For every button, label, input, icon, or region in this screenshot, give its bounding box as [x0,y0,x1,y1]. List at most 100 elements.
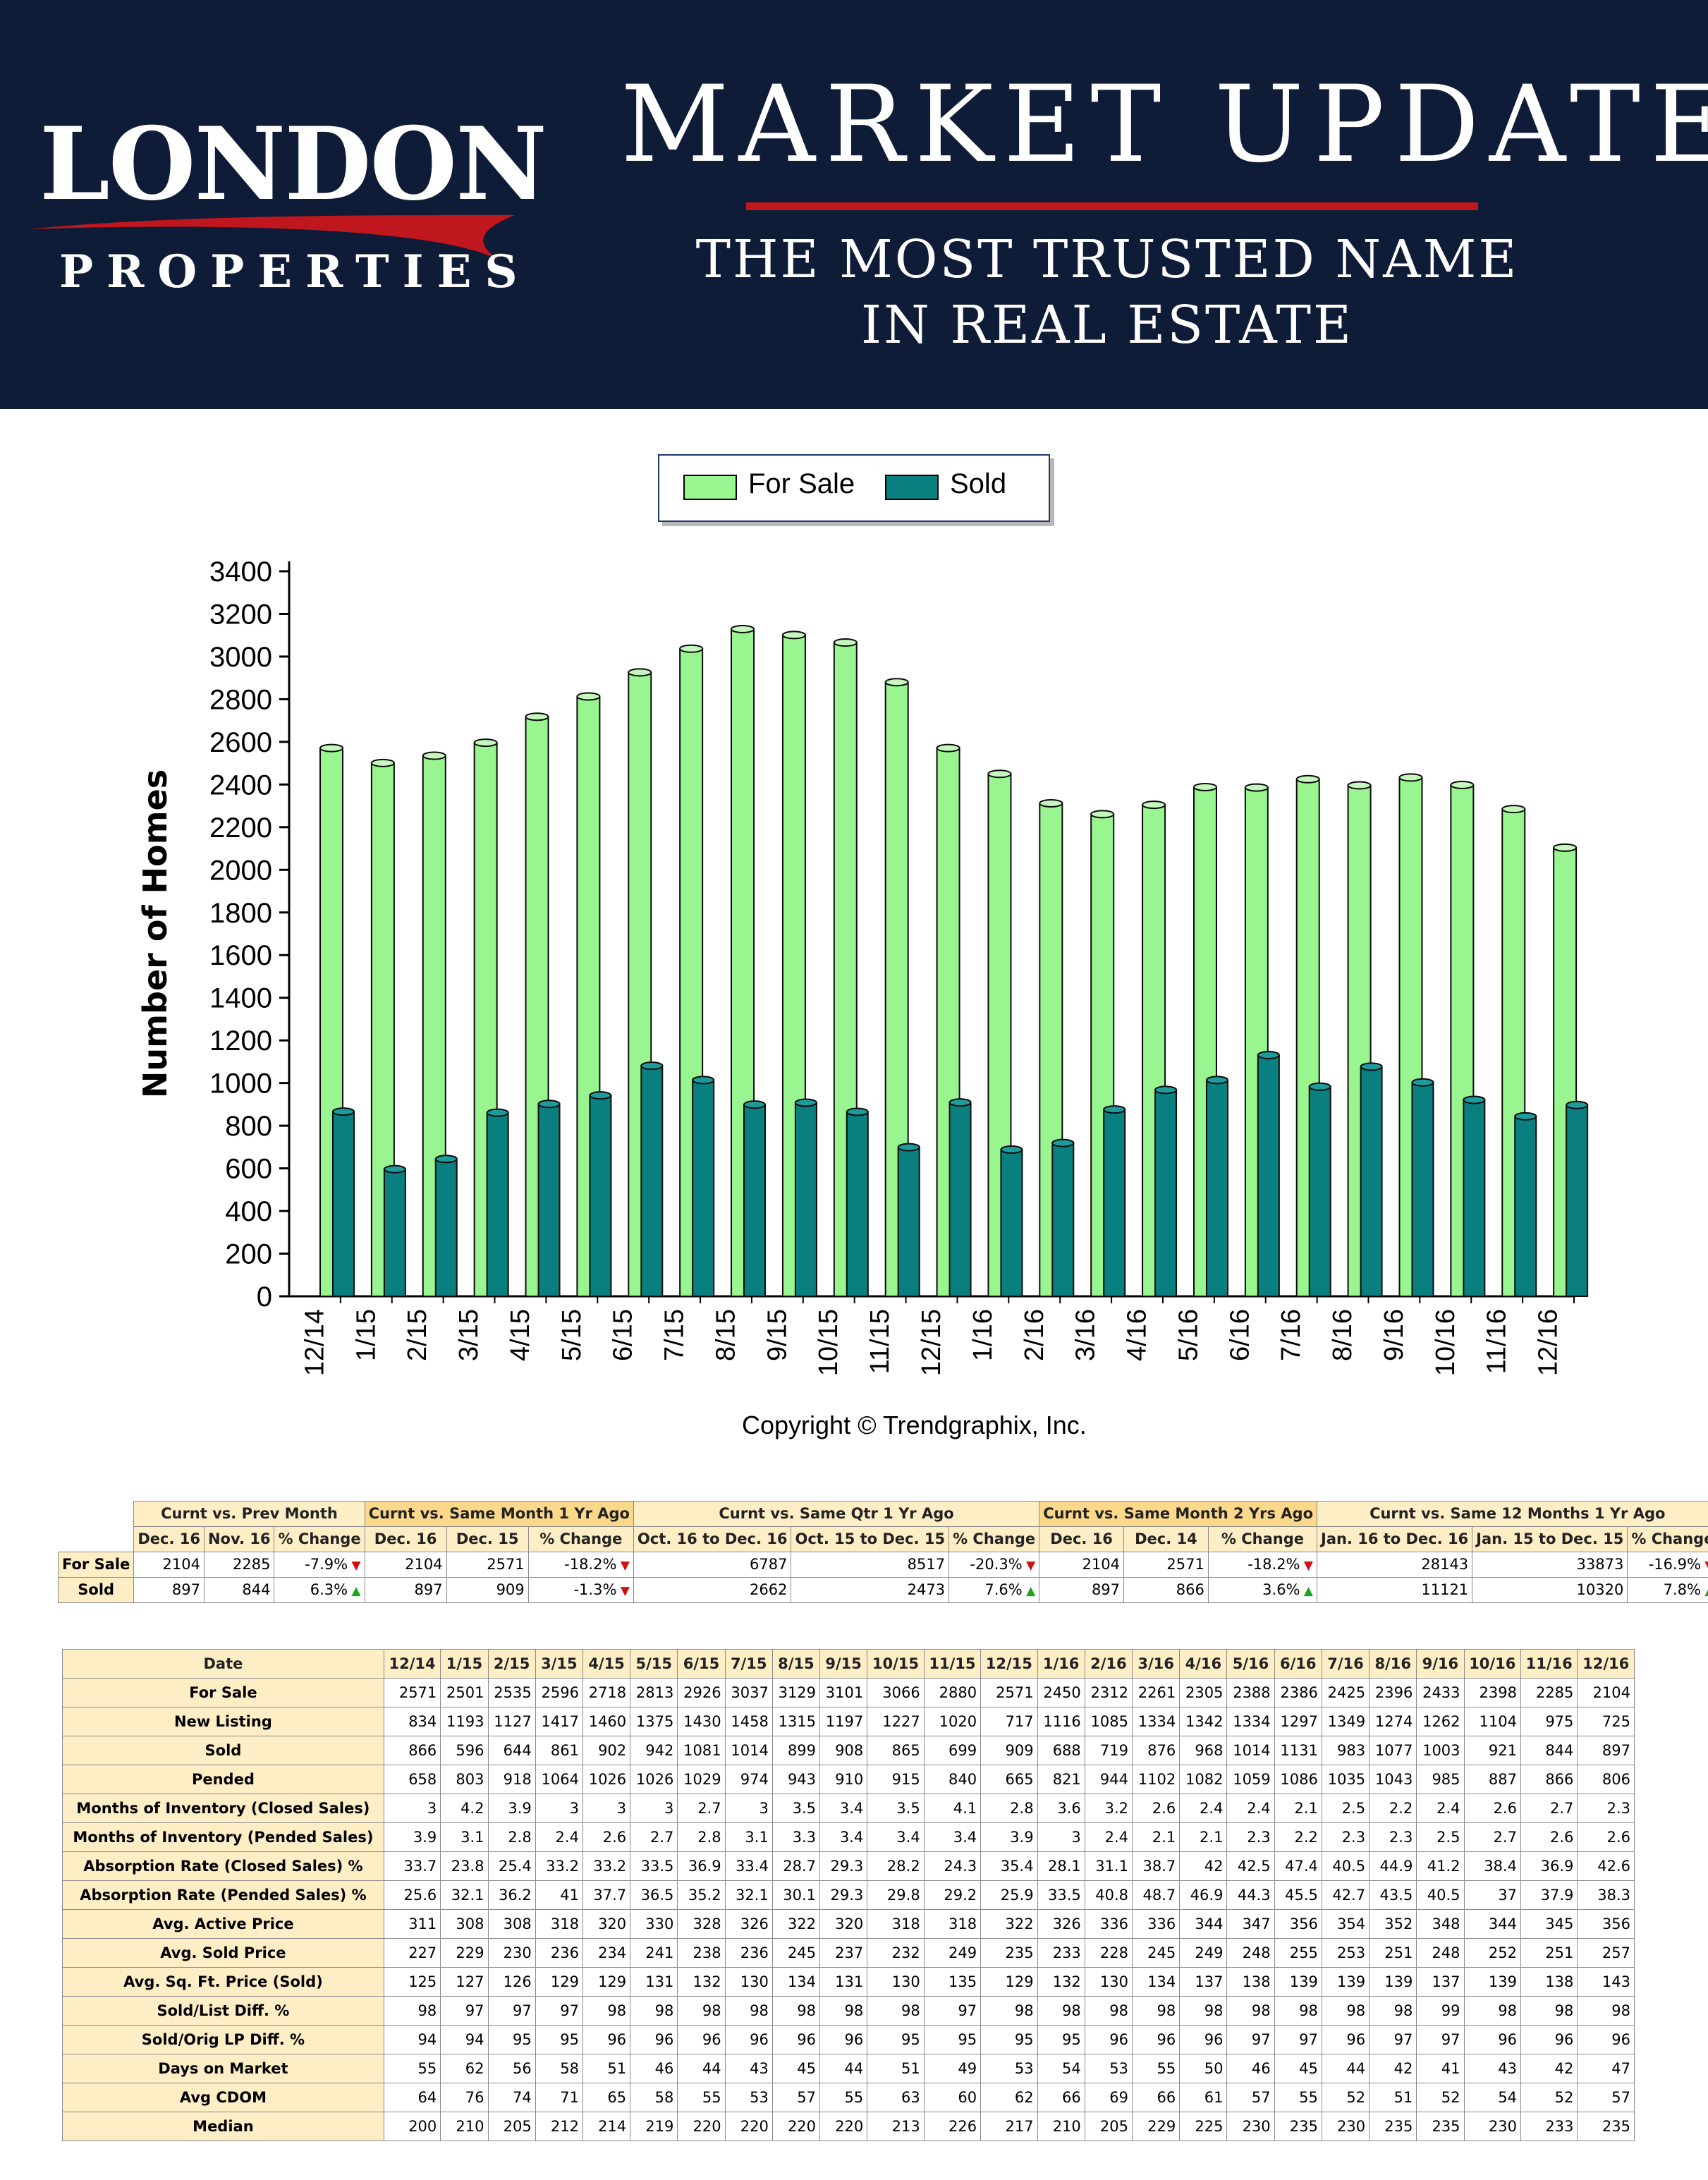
tagline-line-2: IN REAL ESTATE [860,295,1354,355]
detail-cell: 2.1 [1131,1822,1181,1852]
bar-for-sale-cap [576,692,601,701]
summary-change-value: -18.2% [1248,1556,1300,1573]
detail-cell: 95 [923,2025,982,2054]
detail-cell: 241 [630,1938,678,1968]
detail-cell: 235 [980,1938,1038,1968]
summary-group-row: Curnt vs. Prev Month Curnt vs. Same Mont… [58,1501,1708,1527]
detail-cell: 596 [440,1736,489,1765]
detail-cell: 897 [1577,1736,1635,1765]
x-tick-label: 2/16 [1020,1309,1049,1361]
detail-cell: 57 [1577,2083,1635,2112]
arrow-up-icon: ▲ [1022,1584,1036,1598]
detail-cell: 97 [440,1996,489,2026]
detail-cell: 95 [535,2025,583,2054]
detail-cell: 1342 [1179,1707,1228,1736]
bar-sold [846,1111,869,1298]
arrow-up-icon: ▲ [1701,1584,1708,1598]
detail-cell: 96 [677,2025,726,2054]
bar-sold [1411,1081,1434,1297]
detail-cell: 943 [771,1765,821,1794]
detail-cell: 96 [1520,2025,1578,2054]
detail-cell: 55 [1274,2083,1322,2112]
detail-cell: 2596 [535,1678,583,1707]
bar-sold [692,1079,715,1297]
detail-cell: 131 [630,1967,678,1997]
detail-cell: 95 [487,2025,536,2054]
summary-cell: 2473 [791,1577,950,1603]
detail-cell: 2.4 [1179,1794,1228,1823]
detail-month-header: 4/16 [1179,1649,1228,1679]
bar-sold [794,1102,817,1297]
bar-sold-cap [1308,1082,1331,1091]
detail-month-header: 11/15 [923,1649,982,1679]
detail-cell: 1104 [1463,1707,1521,1736]
detail-cell: 96 [819,2025,868,2054]
x-tick-label: 9/15 [762,1309,792,1361]
detail-row: Avg. Active Price 311 308 308 318 320 330 328 32… [62,1909,1635,1939]
detail-row-label: Pended [62,1765,384,1794]
detail-month-header: 4/15 [582,1649,631,1679]
detail-cell: 1003 [1416,1736,1465,1765]
detail-cell: 37.9 [1520,1880,1578,1910]
detail-cell: 42.5 [1226,1851,1275,1881]
detail-cell: 3 [535,1794,583,1823]
bar-sold-cap [692,1076,715,1085]
detail-row: Days on Market 55 62 56 58 51 46 44 43 45 44 51 49 53… [62,2054,1635,2083]
detail-cell: 3037 [724,1678,773,1707]
monthly-stats-table: Date 12/14 1/15 2/15 3/15 4/15 5/15 6/15 7/15 8/… [62,1649,1635,2141]
detail-cell: 56 [487,2054,536,2083]
detail-cell: 36.9 [677,1851,726,1881]
y-tick-label: 800 [225,1111,272,1142]
bar-for-sale-cap [987,769,1012,779]
x-tick-label: 10/16 [1431,1309,1460,1376]
bar-sold [434,1158,458,1298]
detail-cell: 25.6 [383,1880,441,1910]
detail-cell: 98 [819,1996,868,2026]
bar-sold-cap [1514,1112,1537,1121]
y-tick-label: 1800 [209,898,272,929]
detail-cell: 658 [383,1765,441,1794]
detail-cell: 1334 [1226,1707,1275,1736]
summary-row-label: Sold [57,1577,135,1603]
detail-cell: 1334 [1131,1707,1181,1736]
detail-cell: 308 [487,1909,536,1939]
detail-row-label: New Listing [62,1707,384,1736]
detail-cell: 96 [771,2025,821,2054]
summary-group-header: Curnt vs. Prev Month [133,1501,365,1527]
detail-cell: 1029 [677,1765,726,1794]
summary-cell: 7.8% ▲ [1627,1577,1708,1603]
detail-cell: 45 [771,2054,821,2083]
x-tick-label: 1/16 [968,1309,998,1361]
summary-group-header: Curnt vs. Same 12 Months 1 Yr Ago [1316,1501,1708,1527]
detail-cell: 98 [1321,1996,1370,2026]
detail-cell: 821 [1037,1765,1085,1794]
bar-for-sale-cap [781,631,806,640]
detail-cell: 44 [677,2054,726,2083]
detail-cell: 225 [1179,2112,1228,2141]
detail-month-header: 9/16 [1416,1649,1465,1679]
summary-change-value: -7.9% [305,1556,348,1573]
detail-cell: 233 [1520,2112,1578,2141]
detail-cell: 66 [1131,2083,1181,2112]
detail-cell: 1043 [1369,1765,1417,1794]
detail-cell: 42 [1520,2054,1578,2083]
detail-cell: 51 [582,2054,631,2083]
detail-cell: 62 [980,2083,1038,2112]
bar-sold-cap [1411,1078,1434,1087]
detail-cell: 96 [1179,2025,1228,2054]
detail-cell: 50 [1179,2054,1228,2083]
detail-cell: 98 [771,1996,821,2026]
detail-cell: 97 [1274,2025,1322,2054]
detail-cell: 46 [630,2054,678,2083]
bar-sold [1205,1079,1228,1297]
detail-cell: 98 [1179,1996,1228,2026]
detail-cell: 3 [582,1794,631,1823]
detail-cell: 2.7 [1520,1794,1578,1823]
bar-sold [1000,1148,1023,1298]
detail-cell: 1460 [582,1707,631,1736]
detail-cell: 220 [819,2112,868,2141]
detail-cell: 902 [582,1736,631,1765]
detail-cell: 38.4 [1463,1851,1521,1881]
y-tick-label: 3200 [209,599,272,630]
summary-corner [58,1526,134,1552]
